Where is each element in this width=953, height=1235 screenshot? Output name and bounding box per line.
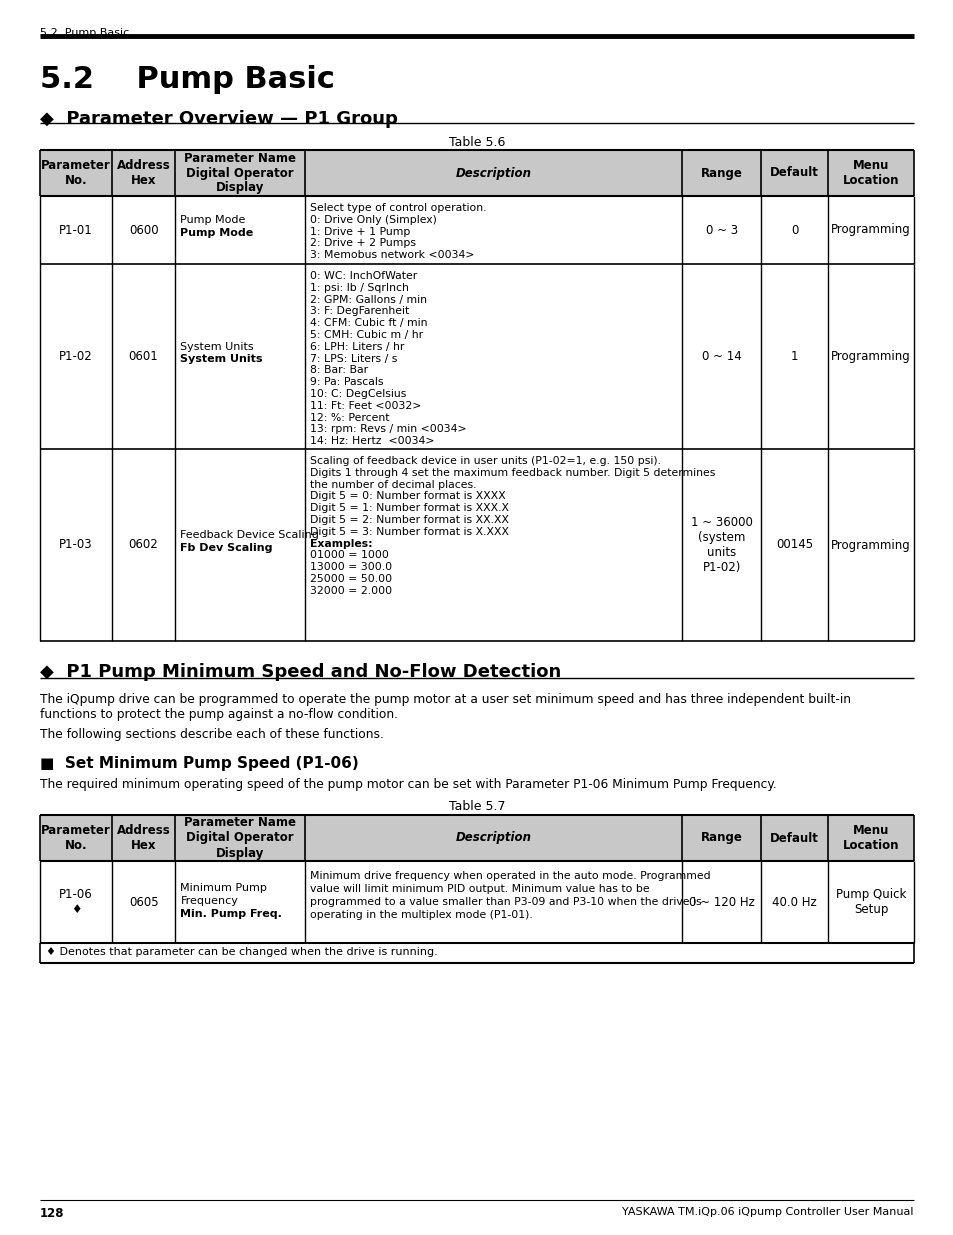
Text: The iQpump drive can be programmed to operate the pump motor at a user set minim: The iQpump drive can be programmed to op… <box>40 693 850 706</box>
Text: value will limit minimum PID output. Minimum value has to be: value will limit minimum PID output. Min… <box>310 884 649 894</box>
Text: Examples:: Examples: <box>310 538 372 548</box>
Text: 12: %: Percent: 12: %: Percent <box>310 412 389 422</box>
Text: Menu
Location: Menu Location <box>842 159 899 186</box>
Text: System Units: System Units <box>180 354 263 364</box>
Text: 4: CFM: Cubic ft / min: 4: CFM: Cubic ft / min <box>310 319 427 329</box>
Text: 00145: 00145 <box>776 538 812 552</box>
Text: Table 5.7: Table 5.7 <box>448 800 505 813</box>
Text: Minimum drive frequency when operated in the auto mode. Programmed: Minimum drive frequency when operated in… <box>310 871 710 881</box>
Text: programmed to a value smaller than P3-09 and P3-10 when the drive is: programmed to a value smaller than P3-09… <box>310 897 700 906</box>
Text: Programming: Programming <box>830 224 910 236</box>
Text: 11: Ft: Feet <0032>: 11: Ft: Feet <0032> <box>310 401 421 411</box>
Text: Digit 5 = 3: Number format is X.XXX: Digit 5 = 3: Number format is X.XXX <box>310 527 508 537</box>
Text: Select type of control operation.: Select type of control operation. <box>310 203 486 212</box>
Text: System Units: System Units <box>180 342 253 352</box>
Text: Parameter
No.: Parameter No. <box>41 159 111 186</box>
Text: 13: rpm: Revs / min <0034>: 13: rpm: Revs / min <0034> <box>310 425 466 435</box>
Text: 3: Memobus network <0034>: 3: Memobus network <0034> <box>310 251 474 261</box>
Text: ♦ Denotes that parameter can be changed when the drive is running.: ♦ Denotes that parameter can be changed … <box>46 947 437 957</box>
Text: YASKAWA TM.iQp.06 iQpump Controller User Manual: YASKAWA TM.iQp.06 iQpump Controller User… <box>622 1207 913 1216</box>
Text: Programming: Programming <box>830 350 910 363</box>
Text: ■  Set Minimum Pump Speed (P1-06): ■ Set Minimum Pump Speed (P1-06) <box>40 756 358 771</box>
Text: Digit 5 = 1: Number format is XXX.X: Digit 5 = 1: Number format is XXX.X <box>310 503 508 514</box>
Text: Programming: Programming <box>830 538 910 552</box>
Text: Parameter
No.: Parameter No. <box>41 824 111 852</box>
Text: 0 ~ 14: 0 ~ 14 <box>701 350 740 363</box>
Text: Pump Mode: Pump Mode <box>180 228 253 238</box>
Text: The following sections describe each of these functions.: The following sections describe each of … <box>40 727 383 741</box>
Text: 2: GPM: Gallons / min: 2: GPM: Gallons / min <box>310 295 426 305</box>
Text: 0 ~ 120 Hz: 0 ~ 120 Hz <box>688 895 754 909</box>
Text: Min. Pump Freq.: Min. Pump Freq. <box>180 909 282 919</box>
Text: P1-06
♦: P1-06 ♦ <box>59 888 92 916</box>
Text: 0605: 0605 <box>129 895 158 909</box>
Text: Digit 5 = 2: Number format is XX.XX: Digit 5 = 2: Number format is XX.XX <box>310 515 508 525</box>
Text: 8: Bar: Bar: 8: Bar: Bar <box>310 366 368 375</box>
Text: Menu
Location: Menu Location <box>842 824 899 852</box>
Text: Address
Hex: Address Hex <box>116 824 171 852</box>
Text: P1-01: P1-01 <box>59 224 92 236</box>
Text: Range: Range <box>700 831 741 845</box>
Text: 14: Hz: Hertz  <0034>: 14: Hz: Hertz <0034> <box>310 436 434 446</box>
Text: 40.0 Hz: 40.0 Hz <box>772 895 816 909</box>
Text: 5.2  Pump Basic: 5.2 Pump Basic <box>40 28 129 38</box>
Text: Frequency: Frequency <box>180 897 238 906</box>
Text: Range: Range <box>700 167 741 179</box>
Text: Table 5.6: Table 5.6 <box>448 136 505 149</box>
Text: 32000 = 2.000: 32000 = 2.000 <box>310 585 392 595</box>
Text: 1 ~ 36000
(system
units
P1-02): 1 ~ 36000 (system units P1-02) <box>690 516 752 574</box>
Bar <box>40 149 913 196</box>
Text: 1: psi: lb / SqrInch: 1: psi: lb / SqrInch <box>310 283 408 293</box>
Text: 128: 128 <box>40 1207 65 1220</box>
Text: 1: Drive + 1 Pump: 1: Drive + 1 Pump <box>310 226 410 237</box>
Text: P1-02: P1-02 <box>59 350 92 363</box>
Text: Default: Default <box>769 831 819 845</box>
Text: 0: WC: InchOfWater: 0: WC: InchOfWater <box>310 270 416 282</box>
Text: 13000 = 300.0: 13000 = 300.0 <box>310 562 392 572</box>
Text: Pump Mode: Pump Mode <box>180 215 246 225</box>
Text: 3: F: DegFarenheit: 3: F: DegFarenheit <box>310 306 409 316</box>
Text: Pump Quick
Setup: Pump Quick Setup <box>835 888 905 916</box>
Text: Digits 1 through 4 set the maximum feedback number. Digit 5 determines: Digits 1 through 4 set the maximum feedb… <box>310 468 715 478</box>
Text: 0601: 0601 <box>129 350 158 363</box>
Text: operating in the multiplex mode (P1-01).: operating in the multiplex mode (P1-01). <box>310 910 532 920</box>
Text: 10: C: DegCelsius: 10: C: DegCelsius <box>310 389 406 399</box>
Text: 25000 = 50.00: 25000 = 50.00 <box>310 574 392 584</box>
Text: 5: CMH: Cubic m / hr: 5: CMH: Cubic m / hr <box>310 330 422 340</box>
Text: Fb Dev Scaling: Fb Dev Scaling <box>180 543 273 553</box>
Text: 0602: 0602 <box>129 538 158 552</box>
Text: Description: Description <box>456 167 531 179</box>
Bar <box>40 815 913 861</box>
Text: Default: Default <box>769 167 819 179</box>
Text: 9: Pa: Pascals: 9: Pa: Pascals <box>310 377 383 388</box>
Text: The required minimum operating speed of the pump motor can be set with Parameter: The required minimum operating speed of … <box>40 778 776 790</box>
Text: Minimum Pump: Minimum Pump <box>180 883 267 893</box>
Text: Scaling of feedback device in user units (P1-02=1, e.g. 150 psi).: Scaling of feedback device in user units… <box>310 456 660 466</box>
Text: Description: Description <box>456 831 531 845</box>
Bar <box>40 944 913 963</box>
Text: functions to protect the pump against a no-flow condition.: functions to protect the pump against a … <box>40 708 397 721</box>
Text: Parameter Name
Digital Operator
Display: Parameter Name Digital Operator Display <box>184 816 295 860</box>
Text: 0: Drive Only (Simplex): 0: Drive Only (Simplex) <box>310 215 436 225</box>
Text: ◆  P1 Pump Minimum Speed and No-Flow Detection: ◆ P1 Pump Minimum Speed and No-Flow Dete… <box>40 663 560 680</box>
Text: the number of decimal places.: the number of decimal places. <box>310 479 476 489</box>
Text: 0600: 0600 <box>129 224 158 236</box>
Text: 6: LPH: Liters / hr: 6: LPH: Liters / hr <box>310 342 404 352</box>
Text: Parameter Name
Digital Operator
Display: Parameter Name Digital Operator Display <box>184 152 295 194</box>
Text: P1-03: P1-03 <box>59 538 92 552</box>
Text: Digit 5 = 0: Number format is XXXX: Digit 5 = 0: Number format is XXXX <box>310 492 505 501</box>
Text: 0 ~ 3: 0 ~ 3 <box>705 224 737 236</box>
Text: 7: LPS: Liters / s: 7: LPS: Liters / s <box>310 353 396 363</box>
Text: ◆  Parameter Overview — P1 Group: ◆ Parameter Overview — P1 Group <box>40 110 397 128</box>
Text: Address
Hex: Address Hex <box>116 159 171 186</box>
Text: 0: 0 <box>790 224 798 236</box>
Text: 2: Drive + 2 Pumps: 2: Drive + 2 Pumps <box>310 238 416 248</box>
Text: Feedback Device Scaling: Feedback Device Scaling <box>180 530 319 540</box>
Text: 01000 = 1000: 01000 = 1000 <box>310 551 388 561</box>
Text: 1: 1 <box>790 350 798 363</box>
Text: 5.2    Pump Basic: 5.2 Pump Basic <box>40 65 335 94</box>
